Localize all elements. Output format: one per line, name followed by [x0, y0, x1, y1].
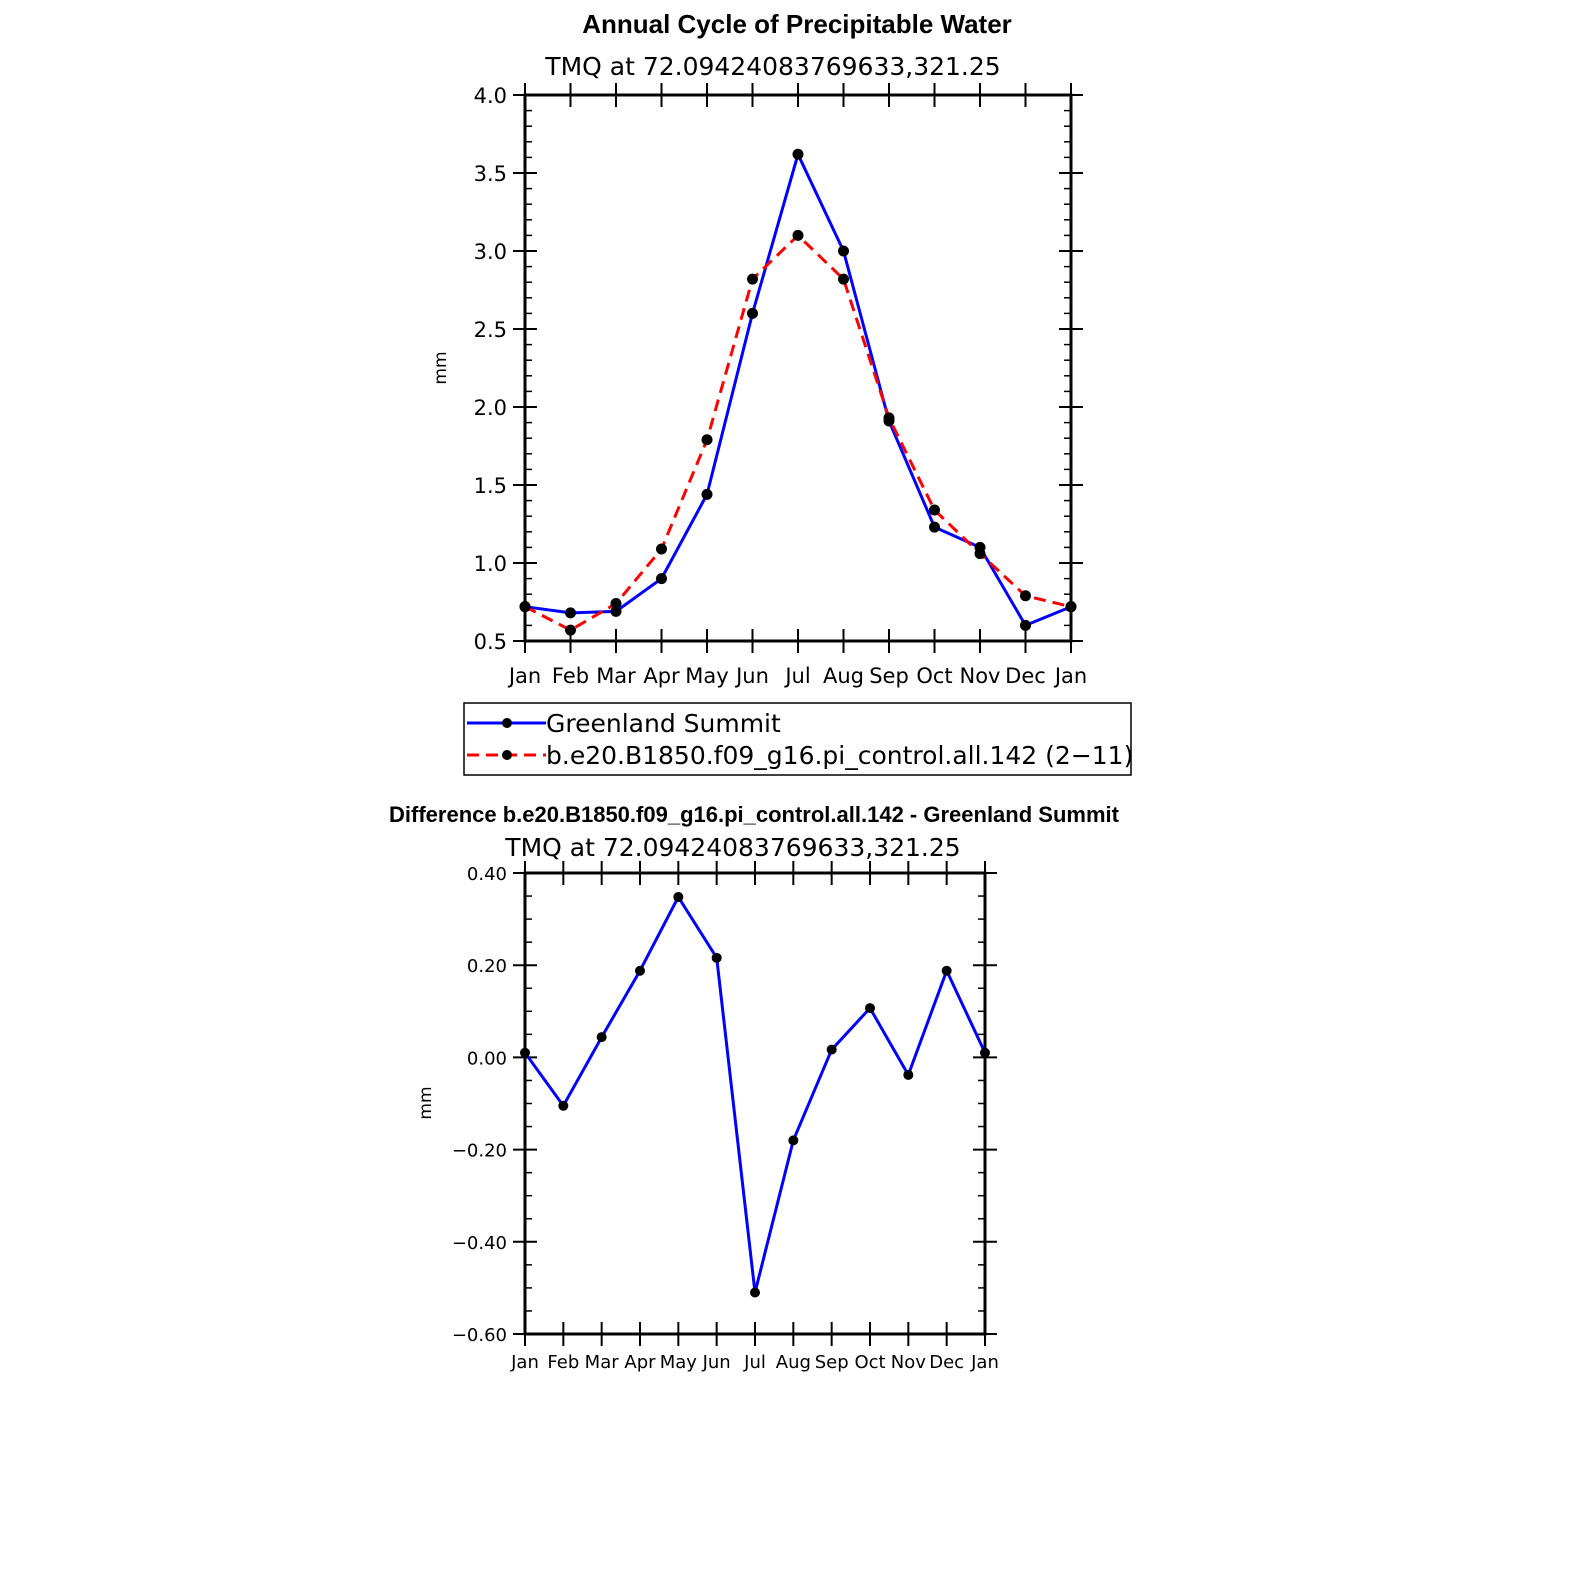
data-point-0 — [711, 952, 722, 963]
y-tick-label: 0.20 — [467, 956, 507, 977]
legend: Greenland Summit b.e20.B1850.f09_g16.pi_… — [463, 702, 1133, 776]
data-point-1 — [656, 543, 667, 555]
data-point-1 — [974, 548, 986, 560]
x-tick-label: Sep — [815, 1352, 849, 1373]
plot-frame — [523, 93, 1073, 643]
y-tick-label: 3.5 — [474, 162, 507, 186]
data-point-0 — [565, 607, 576, 619]
x-tick-label: Jan — [510, 1352, 539, 1373]
data-point-1 — [883, 412, 895, 424]
data-point-0 — [903, 1069, 914, 1080]
data-point-1 — [838, 273, 849, 285]
x-tick-label: Mar — [585, 1352, 620, 1373]
legend-marker-model — [502, 750, 512, 760]
data-point-0 — [1020, 619, 1031, 631]
y-tick-label: 4.0 — [474, 84, 507, 108]
data-point-1 — [519, 601, 531, 613]
data-point-0 — [610, 605, 622, 617]
y-tick-label: 0.00 — [467, 1048, 507, 1069]
x-tick-label: Oct — [854, 1352, 885, 1373]
plot-frame — [523, 871, 987, 1336]
data-point-0 — [673, 891, 684, 902]
data-point-0 — [788, 1135, 799, 1146]
data-point-0 — [929, 521, 940, 533]
y-tick-label: 0.5 — [474, 630, 507, 654]
data-point-1 — [1065, 601, 1077, 613]
series-line-0 — [523, 895, 987, 1294]
x-tick-label: May — [660, 1352, 698, 1373]
data-point-0 — [635, 965, 645, 976]
x-tick-label: May — [685, 664, 728, 688]
x-tick-label: Jan — [970, 1352, 999, 1373]
x-tick-label: Jan — [1053, 664, 1087, 688]
chart-subtitle: TMQ at 72.09424083769633,321.25 — [544, 52, 1000, 81]
data-point-1 — [610, 598, 622, 610]
series-line-0 — [524, 152, 1072, 627]
data-point-0 — [520, 1047, 530, 1058]
data-point-0 — [792, 148, 804, 160]
data-point-0 — [747, 307, 758, 319]
x-tick-label: Jun — [702, 1352, 731, 1373]
x-tick-label: Dec — [1005, 664, 1046, 688]
diff-y-axis-label: mm — [416, 1086, 436, 1119]
y-tick-label: −0.40 — [452, 1233, 507, 1254]
data-point-1 — [565, 624, 576, 636]
data-point-0 — [558, 1100, 569, 1111]
y-tick-label: 3.0 — [474, 240, 507, 264]
data-point-1 — [701, 434, 713, 446]
y-tick-label: 2.5 — [474, 318, 507, 342]
x-tick-label: Jan — [507, 664, 541, 688]
x-tick-label: Nov — [891, 1352, 926, 1373]
data-point-1 — [747, 273, 758, 285]
x-tick-label: Aug — [823, 664, 864, 688]
y-tick-label: 1.5 — [474, 474, 507, 498]
x-tick-label: Oct — [916, 664, 952, 688]
y-tick-label: −0.60 — [452, 1325, 507, 1346]
data-point-0 — [750, 1287, 760, 1298]
x-tick-label: Aug — [776, 1352, 811, 1373]
series-line-1 — [524, 233, 1072, 632]
diff-chart-title: Difference b.e20.B1850.f09_g16.pi_contro… — [389, 802, 1120, 827]
y-tick-label: 0.40 — [467, 864, 507, 885]
x-tick-label: Apr — [643, 664, 680, 688]
chart-title: Annual Cycle of Precipitable Water — [582, 9, 1012, 39]
data-point-0 — [838, 245, 849, 257]
x-tick-label: Feb — [552, 664, 589, 688]
diff-chart-subtitle: TMQ at 72.09424083769633,321.25 — [504, 833, 960, 862]
y-tick-label: 1.0 — [474, 552, 507, 576]
legend-box — [463, 702, 1132, 776]
data-point-1 — [1020, 590, 1031, 602]
x-tick-label: Apr — [624, 1352, 656, 1373]
y-tick-label: 2.0 — [474, 396, 507, 420]
data-point-0 — [980, 1047, 990, 1058]
data-point-0 — [826, 1044, 837, 1055]
legend-marker-greenland-summit — [502, 718, 512, 728]
data-point-0 — [865, 1003, 875, 1014]
data-point-0 — [656, 573, 667, 585]
data-point-1 — [929, 504, 940, 516]
x-tick-label: Feb — [547, 1352, 579, 1373]
legend-label-greenland-summit: Greenland Summit — [546, 709, 781, 738]
x-tick-label: Dec — [929, 1352, 964, 1373]
x-tick-label: Sep — [869, 664, 909, 688]
y-tick-label: −0.20 — [452, 1141, 507, 1162]
difference-plot: −0.60 −0.40 −0.20 0.00 0.20 0.40 Jan Feb Mar Apr M… — [452, 861, 999, 1373]
x-tick-label: Nov — [960, 664, 1001, 688]
legend-label-model: b.e20.B1850.f09_g16.pi_control.all.142 (… — [546, 741, 1133, 770]
x-tick-label: Jul — [743, 1352, 766, 1373]
y-axis-label: mm — [431, 351, 451, 384]
x-tick-label: Mar — [596, 664, 636, 688]
x-tick-label: Jun — [734, 664, 769, 688]
x-tick-label: Jul — [783, 664, 810, 688]
data-point-0 — [596, 1032, 607, 1043]
data-point-0 — [941, 965, 952, 976]
data-point-0 — [701, 488, 713, 500]
data-point-1 — [792, 229, 804, 241]
